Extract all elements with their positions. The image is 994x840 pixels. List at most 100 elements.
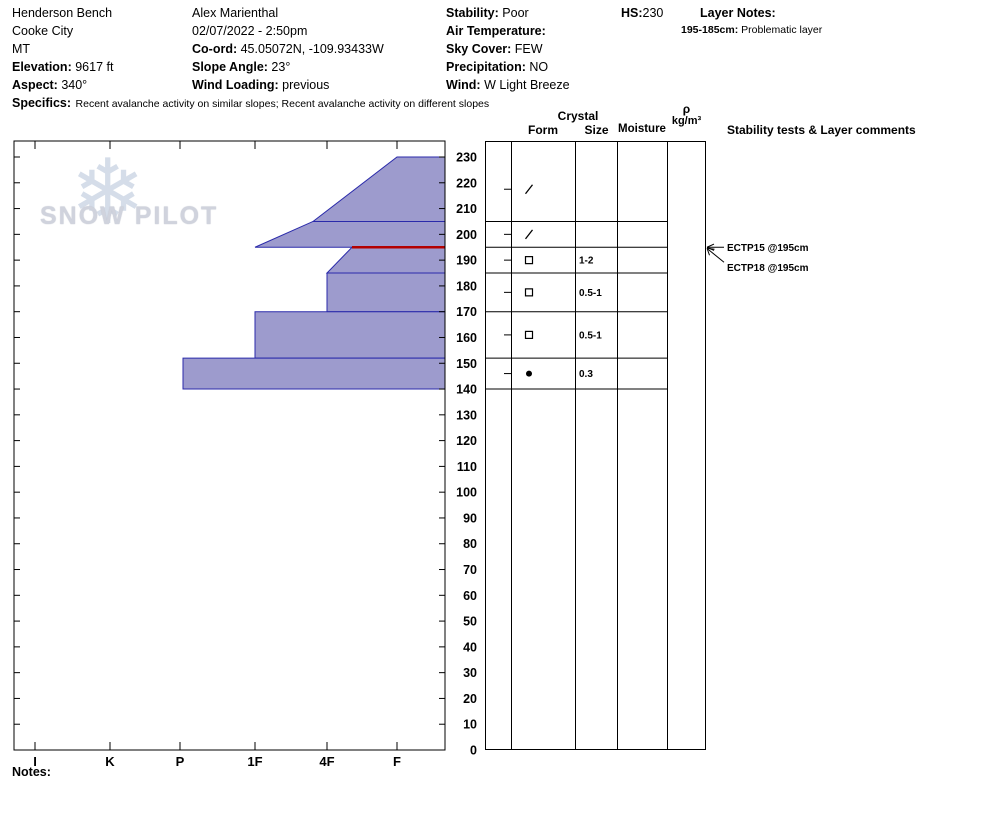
- hardness-axis-label: 4F: [319, 754, 334, 769]
- specifics-label: Specifics:: [12, 96, 72, 110]
- grain-form-df-icon: [524, 184, 534, 195]
- depth-tick-label: 170: [456, 305, 477, 319]
- depth-tick-label: 210: [456, 202, 477, 216]
- hardness-axis-label: F: [393, 754, 401, 769]
- depth-tick-label: 100: [456, 486, 477, 500]
- stability-row: Stability: Poor: [446, 4, 570, 22]
- layer-notes-heading: Layer Notes:: [700, 6, 776, 20]
- depth-tick-label: 110: [457, 460, 477, 474]
- header-layer-notes-column: Layer Notes:: [700, 4, 776, 22]
- stability-value: Poor: [502, 6, 529, 20]
- aspect-row: Aspect: 340°: [12, 76, 113, 94]
- snowpilot-watermark: ❄ SNOW PILOT: [40, 148, 270, 268]
- observer-name: Alex Marienthal: [192, 6, 279, 20]
- coordinates-row: Co-ord: 45.05072N, -109.93433W: [192, 40, 384, 58]
- wind-loading-label: Wind Loading:: [192, 78, 279, 92]
- column-header-density-symbol: ρ: [682, 102, 691, 116]
- snow-layer: [325, 246, 446, 274]
- slope-angle-value: 23°: [271, 60, 291, 74]
- profile-plot-frame: [13, 140, 446, 751]
- wind-value: W Light Breeze: [484, 78, 570, 92]
- hardness-axis-label: 1F: [247, 754, 262, 769]
- wind-loading-row: Wind Loading: previous: [192, 76, 384, 94]
- notes-label: Notes:: [12, 765, 51, 779]
- aspect-label: Aspect:: [12, 78, 58, 92]
- precipitation-value: NO: [529, 60, 549, 74]
- depth-tick-label: 190: [456, 254, 477, 268]
- test-pointer-arrow: [707, 248, 725, 263]
- sky-cover-row: Sky Cover: FEW: [446, 40, 570, 58]
- depth-tick-label: 30: [463, 666, 477, 680]
- hardness-axis-label: I: [33, 754, 37, 769]
- column-header-size: Size: [584, 123, 609, 137]
- snow-layer: [326, 272, 446, 313]
- depth-tick-label: 0: [470, 744, 477, 758]
- elevation-row: Elevation: 9617 ft: [12, 58, 113, 76]
- observation-datetime: 02/07/2022 - 2:50pm: [192, 24, 308, 38]
- snow-layer: [254, 311, 446, 359]
- watermark-text: SNOW PILOT: [40, 202, 219, 230]
- depth-tick-label: 10: [463, 718, 477, 732]
- depth-tick-label: 180: [456, 279, 477, 293]
- header-location-column: Henderson Bench Cooke City MT Elevation:…: [12, 4, 113, 94]
- wind-label: Wind:: [446, 78, 481, 92]
- grain-form-df-icon: [524, 229, 534, 240]
- slope-angle-row: Slope Angle: 23°: [192, 58, 384, 76]
- air-temperature-row: Air Temperature:: [446, 22, 570, 40]
- grain-form-fc-icon: [524, 330, 534, 339]
- stability-test-label: ECTP15 @195cm: [727, 243, 809, 254]
- snowflake-icon: ❄: [70, 143, 146, 243]
- aspect-value: 340°: [61, 78, 88, 92]
- specifics-text: Recent avalanche activity on similar slo…: [75, 98, 490, 110]
- layer-note-range: 195-185cm:: [681, 24, 739, 36]
- depth-tick-label: 220: [456, 176, 477, 190]
- depth-tick-label: 120: [456, 434, 477, 448]
- column-header-moisture: Moisture: [618, 123, 666, 135]
- precipitation-label: Precipitation:: [446, 60, 526, 74]
- precipitation-row: Precipitation: NO: [446, 58, 570, 76]
- site-state: MT: [12, 42, 31, 56]
- column-header-density-units: kg/m³: [671, 115, 702, 127]
- depth-tick-label: 130: [456, 408, 477, 422]
- grain-form-fc-icon: [524, 256, 534, 265]
- wind-row: Wind: W Light Breeze: [446, 76, 570, 94]
- layer-note: 195-185cm: Problematic layer: [681, 24, 822, 36]
- depth-tick-label: 230: [456, 151, 477, 165]
- sky-cover-value: FEW: [514, 42, 543, 56]
- snow-layer: [182, 357, 446, 390]
- depth-tick-label: 40: [463, 640, 477, 654]
- wind-loading-value: previous: [282, 78, 330, 92]
- depth-tick-label: 70: [463, 563, 477, 577]
- coordinates-label: Co-ord:: [192, 42, 238, 56]
- column-header-crystal: Crystal: [557, 109, 599, 123]
- header-hs-column: HS:230: [621, 4, 663, 22]
- coordinates-value: 45.05072N, -109.93433W: [240, 42, 384, 56]
- column-header-form: Form: [528, 123, 558, 137]
- header-conditions-column: Stability: Poor Air Temperature: Sky Cov…: [446, 4, 570, 94]
- stability-test-label: ECTP18 @195cm: [727, 263, 809, 274]
- elevation-value: 9617 ft: [75, 60, 114, 74]
- snow-layer: [311, 156, 446, 222]
- column-header-stability-comments: Stability tests & Layer comments: [727, 123, 916, 137]
- depth-tick-label: 150: [456, 357, 477, 371]
- hardness-axis-label: K: [105, 754, 115, 769]
- snow-layer: [254, 220, 446, 248]
- grain-form-rg-icon: [526, 370, 532, 377]
- grain-size-value: 1-2: [579, 256, 594, 267]
- depth-tick-label: 50: [463, 615, 477, 629]
- snow-height-label: HS:: [621, 6, 643, 20]
- depth-tick-label: 140: [456, 383, 477, 397]
- specifics-row: Specifics: Recent avalanche activity on …: [12, 94, 489, 112]
- depth-tick-label: 160: [456, 331, 477, 345]
- elevation-label: Elevation:: [12, 60, 72, 74]
- site-locale: Cooke City: [12, 24, 74, 38]
- depth-tick-label: 60: [463, 589, 477, 603]
- layer-note-text: Problematic layer: [741, 24, 823, 36]
- depth-tick-label: 20: [463, 692, 477, 706]
- depth-tick-label: 90: [463, 511, 477, 525]
- depth-tick-label: 80: [463, 537, 477, 551]
- grain-form-fc-icon: [524, 288, 534, 297]
- hardness-axis-label: P: [176, 754, 185, 769]
- site-name: Henderson Bench: [12, 6, 113, 20]
